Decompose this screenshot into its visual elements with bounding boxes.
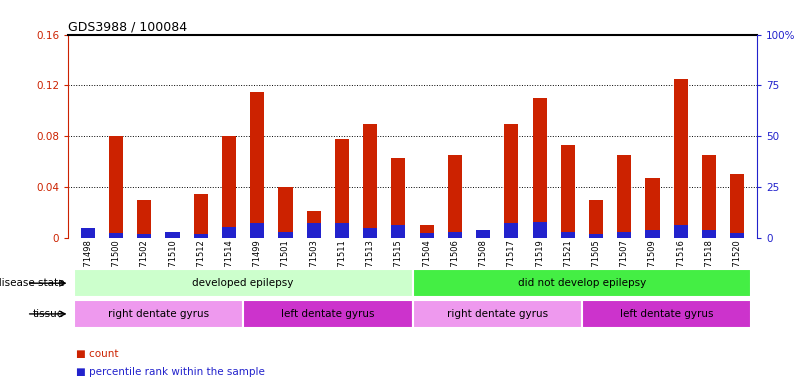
Bar <box>476 230 490 238</box>
Bar <box>561 232 575 238</box>
Bar <box>413 270 751 297</box>
Bar <box>448 156 462 238</box>
Bar <box>109 136 123 238</box>
Bar <box>646 178 659 238</box>
Bar <box>166 237 179 238</box>
Bar <box>533 222 546 238</box>
Bar <box>166 232 179 238</box>
Bar <box>222 136 236 238</box>
Bar <box>731 174 744 238</box>
Bar <box>307 223 320 238</box>
Bar <box>476 237 490 238</box>
Bar <box>448 232 462 238</box>
Bar <box>392 158 405 238</box>
Bar <box>137 234 151 238</box>
Text: ■ count: ■ count <box>76 349 119 359</box>
Bar <box>222 227 236 238</box>
Bar <box>505 223 518 238</box>
Bar <box>244 300 413 328</box>
Bar <box>194 234 207 238</box>
Bar <box>646 230 659 238</box>
Bar <box>505 124 518 238</box>
Bar <box>674 79 688 238</box>
Bar <box>582 300 751 328</box>
Text: right dentate gyrus: right dentate gyrus <box>447 309 548 319</box>
Bar <box>702 156 716 238</box>
Text: disease state: disease state <box>0 278 64 288</box>
Bar <box>533 98 546 238</box>
Bar <box>618 232 631 238</box>
Bar <box>194 194 207 238</box>
Text: did not develop epilepsy: did not develop epilepsy <box>517 278 646 288</box>
Bar <box>279 232 292 238</box>
Text: developed epilepsy: developed epilepsy <box>192 278 294 288</box>
Bar <box>81 228 95 238</box>
Bar <box>413 300 582 328</box>
Bar <box>74 270 413 297</box>
Bar <box>702 230 716 238</box>
Bar <box>618 156 631 238</box>
Bar <box>561 145 575 238</box>
Text: right dentate gyrus: right dentate gyrus <box>108 309 209 319</box>
Bar <box>74 300 244 328</box>
Bar <box>81 237 95 238</box>
Bar <box>392 225 405 238</box>
Bar <box>589 200 603 238</box>
Bar <box>420 225 433 238</box>
Text: ■ percentile rank within the sample: ■ percentile rank within the sample <box>76 367 265 377</box>
Bar <box>250 223 264 238</box>
Bar <box>335 139 349 238</box>
Text: tissue: tissue <box>33 309 64 319</box>
Bar <box>279 187 292 238</box>
Bar <box>363 124 377 238</box>
Text: left dentate gyrus: left dentate gyrus <box>620 309 714 319</box>
Text: left dentate gyrus: left dentate gyrus <box>281 309 375 319</box>
Bar <box>109 233 123 238</box>
Bar <box>731 233 744 238</box>
Bar <box>335 223 349 238</box>
Bar <box>363 228 377 238</box>
Bar <box>589 234 603 238</box>
Text: GDS3988 / 100084: GDS3988 / 100084 <box>68 20 187 33</box>
Bar <box>137 200 151 238</box>
Bar <box>420 233 433 238</box>
Bar <box>674 225 688 238</box>
Bar <box>250 92 264 238</box>
Bar <box>307 211 320 238</box>
